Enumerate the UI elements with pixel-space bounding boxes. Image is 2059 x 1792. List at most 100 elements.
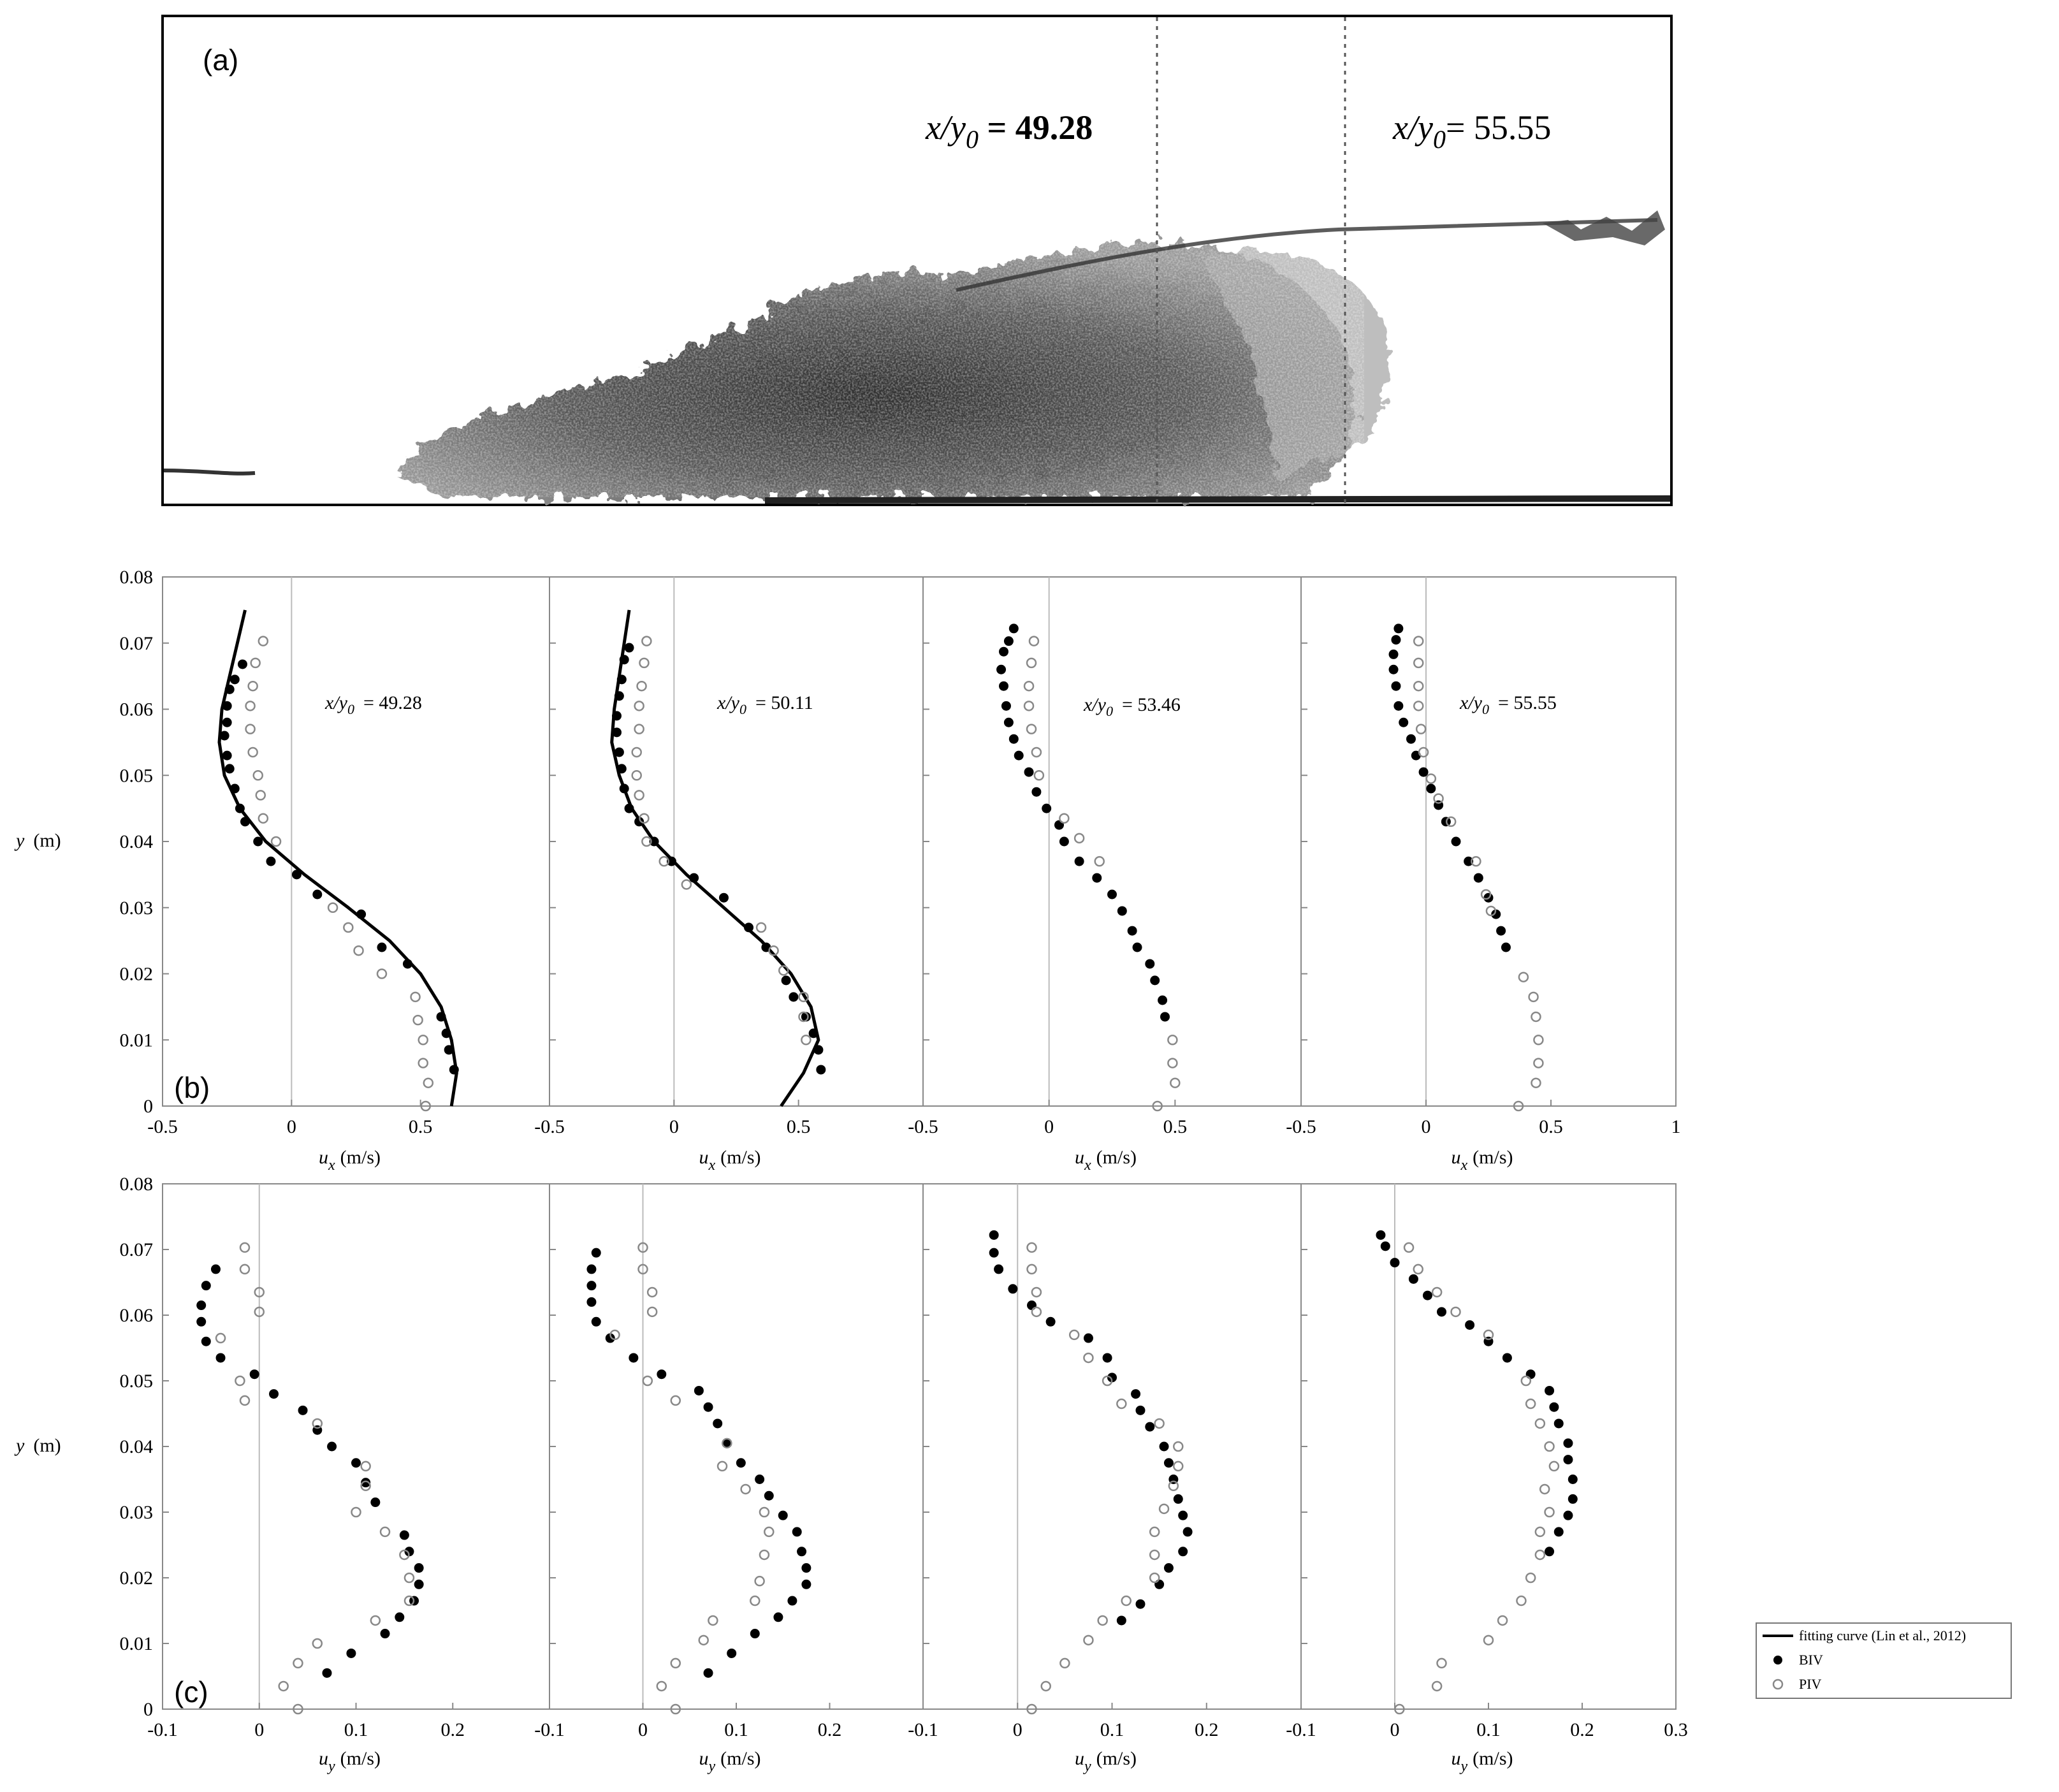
biv-point bbox=[1501, 942, 1511, 952]
piv-point bbox=[1152, 1100, 1163, 1112]
biv-point bbox=[1388, 664, 1399, 674]
subplot-2: -0.1 0 0.1 0.2 uy (m/s) bbox=[534, 1183, 924, 1775]
biv-point bbox=[449, 1065, 459, 1075]
piv-point bbox=[1413, 1264, 1423, 1275]
piv-point bbox=[245, 701, 256, 711]
biv-point bbox=[616, 674, 627, 685]
biv-point bbox=[361, 1478, 371, 1488]
biv-point bbox=[722, 1438, 732, 1448]
subplot-4: -0.5 0 0.5 1 ux (m/s) x/y0 = 55.55 bbox=[1286, 576, 1681, 1174]
piv-point bbox=[698, 1635, 709, 1646]
piv-point bbox=[1518, 972, 1529, 982]
biv-point bbox=[1376, 1230, 1386, 1240]
biv-point bbox=[744, 922, 754, 933]
biv-point bbox=[781, 975, 791, 986]
biv-point bbox=[380, 1629, 390, 1639]
subplot-2: -0.5 0 0.5 ux (m/s) x/y0 = 50.11 bbox=[534, 576, 924, 1174]
biv-point bbox=[1173, 1494, 1183, 1504]
biv-point bbox=[1008, 734, 1019, 744]
biv-point bbox=[689, 873, 699, 883]
biv-point bbox=[789, 992, 799, 1002]
piv-point bbox=[1471, 856, 1481, 867]
y-tick-label: 0.02 bbox=[120, 964, 154, 985]
piv-point bbox=[1059, 1657, 1070, 1669]
biv-point bbox=[801, 1563, 811, 1573]
legend: fitting curve (Lin et al., 2012) BIV PIV bbox=[1756, 1622, 2012, 1699]
y-tick-label: 0.03 bbox=[120, 1502, 154, 1523]
piv-point bbox=[708, 1615, 718, 1626]
piv-point bbox=[1170, 1077, 1181, 1088]
biv-point bbox=[611, 727, 622, 738]
biv-point bbox=[414, 1563, 424, 1573]
y-tick-label: 0 bbox=[143, 1699, 153, 1720]
piv-point bbox=[1149, 1526, 1160, 1538]
biv-point bbox=[1563, 1510, 1573, 1520]
plot-frame bbox=[1300, 1183, 1677, 1710]
piv-point bbox=[418, 1058, 428, 1068]
biv-point bbox=[773, 1612, 783, 1622]
upstream-surface bbox=[163, 469, 256, 476]
piv-point bbox=[1516, 1595, 1527, 1606]
biv-point bbox=[327, 1441, 337, 1452]
piv-point bbox=[1059, 813, 1070, 824]
biv-point bbox=[801, 1579, 811, 1589]
piv-point bbox=[410, 991, 421, 1003]
biv-point bbox=[816, 1065, 826, 1075]
piv-point bbox=[1528, 991, 1539, 1003]
piv-point bbox=[351, 1506, 361, 1518]
biv-point bbox=[591, 1316, 601, 1327]
piv-point bbox=[1450, 1306, 1461, 1318]
y-tick-label: 0.04 bbox=[120, 831, 154, 852]
biv-point bbox=[291, 870, 302, 880]
biv-point bbox=[1135, 1599, 1146, 1609]
biv-point bbox=[619, 783, 629, 794]
piv-point bbox=[404, 1572, 415, 1584]
biv-point bbox=[441, 1028, 451, 1038]
piv-point bbox=[1525, 1398, 1536, 1410]
biv-point bbox=[1145, 1422, 1155, 1432]
biv-point bbox=[736, 1458, 746, 1468]
biv-point bbox=[444, 1045, 454, 1055]
y-tick-label: 0.08 bbox=[120, 1174, 154, 1195]
piv-point bbox=[641, 636, 652, 646]
legend-fit-label: fitting curve (Lin et al., 2012) bbox=[1799, 1628, 1966, 1643]
piv-point bbox=[634, 724, 644, 734]
biv-point bbox=[1074, 856, 1084, 866]
biv-point bbox=[1107, 889, 1117, 900]
piv-point bbox=[1415, 724, 1427, 734]
piv-point bbox=[1483, 1329, 1494, 1341]
fitting-curve bbox=[217, 609, 458, 1107]
biv-point bbox=[249, 1369, 259, 1380]
biv-point bbox=[1473, 873, 1483, 883]
x-tick-label: 0.2 bbox=[1570, 1719, 1594, 1740]
biv-point bbox=[1437, 1307, 1446, 1317]
piv-point bbox=[418, 1035, 428, 1045]
biv-point bbox=[1117, 906, 1127, 916]
biv-point bbox=[1502, 1353, 1512, 1363]
biv-point bbox=[813, 1045, 824, 1055]
piv-point bbox=[1068, 1329, 1080, 1341]
plot-frame bbox=[162, 576, 550, 1107]
piv-point bbox=[235, 1375, 245, 1387]
plot-frame bbox=[162, 1183, 550, 1710]
piv-point bbox=[376, 968, 388, 979]
piv-point bbox=[1149, 1549, 1160, 1561]
x-axis-label: ux (m/s) bbox=[699, 1147, 761, 1174]
piv-point bbox=[247, 747, 258, 758]
piv-point bbox=[1533, 1058, 1544, 1068]
x-tick-label: -0.5 bbox=[534, 1116, 565, 1137]
biv-point bbox=[229, 674, 240, 685]
biv-point bbox=[399, 1530, 409, 1540]
piv-point bbox=[423, 1077, 434, 1088]
biv-point bbox=[298, 1405, 308, 1415]
x-tick-label: 0.2 bbox=[818, 1719, 842, 1740]
piv-point bbox=[717, 1461, 728, 1472]
x-tick-label: 0 bbox=[1044, 1116, 1054, 1137]
biv-point bbox=[377, 942, 387, 952]
biv-point bbox=[253, 836, 263, 847]
piv-point bbox=[1167, 1035, 1178, 1045]
biv-point bbox=[1380, 1241, 1390, 1251]
biv-point bbox=[787, 1596, 797, 1606]
plot-frame bbox=[549, 576, 924, 1107]
piv-point bbox=[1040, 1680, 1051, 1692]
